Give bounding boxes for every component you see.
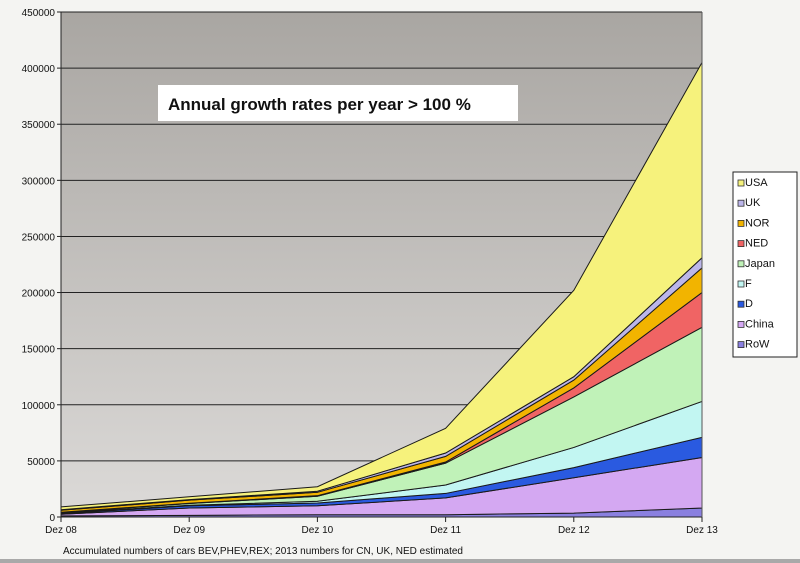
y-tick-label: 0 [49, 513, 55, 524]
y-tick-label: 50000 [27, 457, 55, 468]
annotation-text: Annual growth rates per year > 100 % [168, 95, 471, 114]
legend-swatch-nor [737, 219, 745, 227]
footnote: Accumulated numbers of cars BEV,PHEV,REX… [63, 546, 463, 557]
legend-label-nor: NOR [745, 217, 770, 229]
legend-swatch-f [737, 280, 745, 288]
legend-swatch-ned [737, 240, 745, 248]
y-tick-label: 200000 [22, 289, 56, 300]
y-tick-label: 100000 [22, 401, 56, 412]
legend-swatch-row [737, 341, 745, 349]
legend-label-ned: NED [745, 238, 768, 250]
y-tick-label: 350000 [22, 120, 56, 131]
legend-swatch-d [737, 300, 745, 308]
legend-label-usa: USA [745, 177, 768, 189]
legend-label-uk: UK [745, 197, 761, 209]
x-tick-label: Dez 08 [45, 525, 77, 536]
legend-swatch-uk [737, 199, 745, 207]
x-tick-label: Dez 10 [302, 525, 334, 536]
y-tick-label: 400000 [22, 64, 56, 75]
x-tick-label: Dez 11 [430, 525, 461, 536]
x-tick-label: Dez 13 [686, 525, 718, 536]
x-tick-label: Dez 09 [173, 525, 205, 536]
legend-swatch-japan [737, 260, 745, 268]
annotation-box [158, 85, 518, 121]
y-tick-label: 450000 [22, 8, 56, 19]
legend-label-row: RoW [745, 339, 770, 351]
legend-swatch-usa [737, 179, 745, 187]
y-tick-label: 150000 [22, 345, 56, 356]
legend-swatch-china [737, 320, 745, 328]
bottom-strip [0, 559, 800, 563]
legend-label-f: F [745, 278, 752, 290]
legend-label-d: D [745, 298, 753, 310]
y-tick-label: 250000 [22, 232, 56, 243]
legend-label-china: China [745, 318, 775, 330]
legend: USA UK NOR NED Japan FD China RoW [732, 171, 798, 358]
legend-label-japan: Japan [745, 258, 775, 270]
x-tick-label: Dez 12 [558, 525, 590, 536]
y-tick-label: 300000 [22, 176, 56, 187]
